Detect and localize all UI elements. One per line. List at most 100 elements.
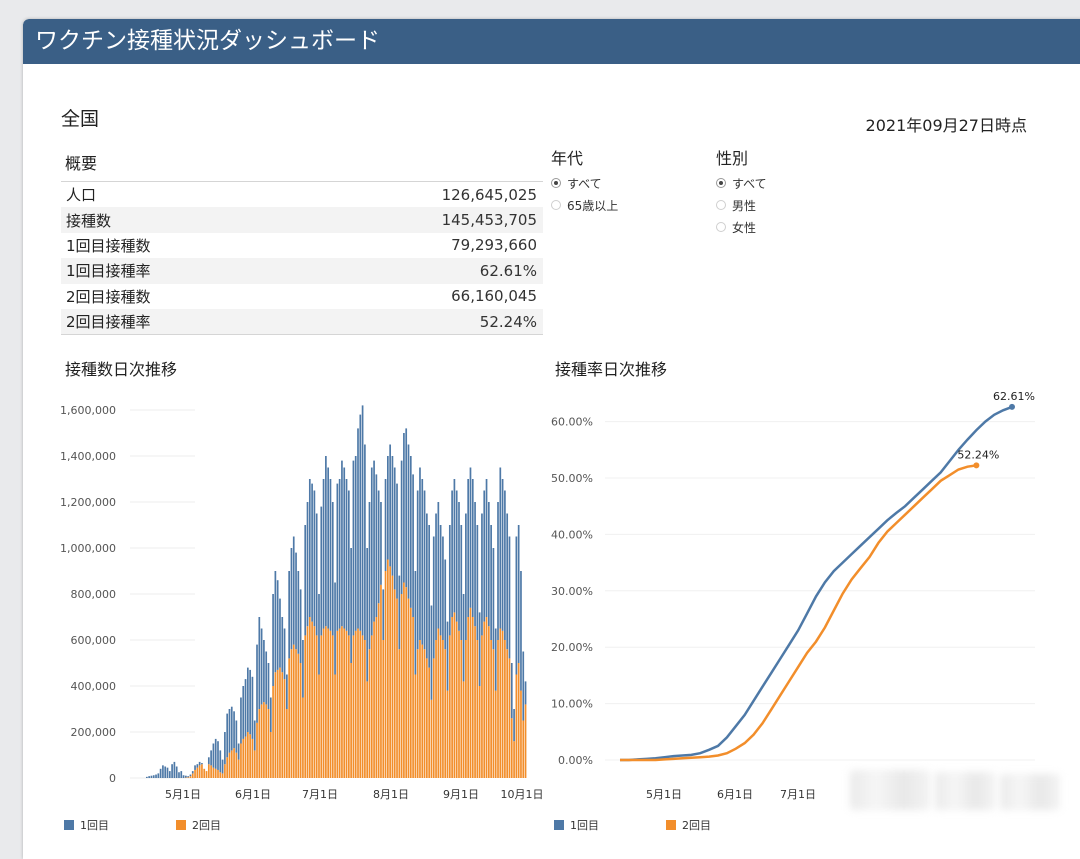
bar-legend-second: 2回目 <box>176 817 221 833</box>
bar-first-dose <box>355 456 357 631</box>
bar-second-dose <box>417 649 419 778</box>
daily-rate-chart-title: 接種率日次推移 <box>555 356 667 380</box>
bar-first-dose <box>261 629 263 705</box>
radio-icon[interactable] <box>551 200 561 210</box>
bar-first-dose <box>263 640 265 702</box>
legend-swatch <box>666 820 676 830</box>
bar-second-dose <box>281 672 283 778</box>
bar-second-dose <box>229 753 231 778</box>
bar-first-dose <box>265 652 267 705</box>
bar-second-dose <box>231 750 233 778</box>
bar-second-dose <box>463 681 465 778</box>
bar-second-dose <box>525 704 527 778</box>
age-option-65plus[interactable]: 65歳以上 <box>551 194 618 216</box>
bar-second-dose <box>410 608 412 778</box>
bar-first-dose <box>426 514 428 659</box>
bar-second-dose <box>433 658 435 778</box>
bar-second-dose <box>415 675 417 779</box>
bar-first-dose <box>297 571 299 654</box>
bar-first-dose <box>348 491 350 636</box>
bar-second-dose <box>405 587 407 778</box>
bar-first-dose <box>506 514 508 650</box>
y-tick-label: 1,600,000 <box>60 404 116 417</box>
bar-second-dose <box>210 765 212 778</box>
bar-second-dose <box>385 571 387 778</box>
bar-first-dose <box>217 741 219 770</box>
radio-icon[interactable] <box>716 222 726 232</box>
bar-second-dose <box>380 585 382 778</box>
bar-first-dose <box>410 456 412 608</box>
radio-icon[interactable] <box>716 200 726 210</box>
bar-first-dose <box>180 771 182 778</box>
bar-second-dose <box>403 583 405 779</box>
radio-selected-icon[interactable] <box>716 178 726 188</box>
bar-first-dose <box>497 502 499 640</box>
bar-second-dose <box>226 757 228 778</box>
bar-first-dose <box>481 514 483 636</box>
bar-first-dose <box>291 548 293 649</box>
bar-second-dose <box>206 771 208 778</box>
bar-first-dose <box>210 750 212 765</box>
bar-second-dose <box>440 635 442 778</box>
bar-second-dose <box>467 617 469 778</box>
bar-first-dose <box>254 721 256 751</box>
bar-second-dose <box>261 704 263 778</box>
bar-first-dose <box>208 757 210 764</box>
bar-first-dose <box>369 502 371 649</box>
bar-first-dose <box>174 762 176 778</box>
bar-second-dose <box>382 640 384 778</box>
series-end-label: 52.24% <box>957 448 999 461</box>
bar-first-dose <box>323 479 325 629</box>
y-tick-label: 40.00% <box>551 528 593 541</box>
bar-first-dose <box>199 762 201 765</box>
bar-first-dose <box>477 525 479 640</box>
bar-first-dose <box>398 576 400 650</box>
x-tick-label: 9月1日 <box>443 788 479 800</box>
row-label: 1回目接種率 <box>61 258 288 283</box>
bar-first-dose <box>504 491 506 641</box>
sex-option-female[interactable]: 女性 <box>716 216 767 238</box>
bar-second-dose <box>288 658 290 778</box>
y-tick-label: 400,000 <box>71 680 117 693</box>
bar-first-dose <box>389 445 391 567</box>
bar-first-dose <box>366 548 368 681</box>
bar-second-dose <box>327 629 329 779</box>
bar-second-dose <box>511 718 513 778</box>
bar-first-dose <box>325 456 327 626</box>
sex-option-all[interactable]: すべて <box>716 172 767 194</box>
bar-first-dose <box>148 776 150 778</box>
bar-second-dose <box>493 649 495 778</box>
y-tick-label: 0.00% <box>558 754 593 767</box>
age-option-all[interactable]: すべて <box>551 172 618 194</box>
bar-second-dose <box>242 739 244 778</box>
bar-first-dose <box>293 537 295 645</box>
bar-second-dose <box>362 635 364 778</box>
bar-first-dose <box>486 479 488 617</box>
bar-first-dose <box>288 571 290 658</box>
bar-second-dose <box>454 612 456 778</box>
bar-second-dose <box>516 675 518 779</box>
bar-first-dose <box>219 750 221 772</box>
bar-second-dose <box>252 739 254 778</box>
bar-first-dose <box>231 707 233 751</box>
radio-selected-icon[interactable] <box>551 178 561 188</box>
bar-second-dose <box>199 765 201 778</box>
bar-second-dose <box>483 622 485 778</box>
bar-second-dose <box>371 635 373 778</box>
bar-second-dose <box>451 617 453 778</box>
bar-second-dose <box>291 649 293 778</box>
sex-option-male[interactable]: 男性 <box>716 194 767 216</box>
bar-first-dose <box>300 589 302 663</box>
x-tick-label: 7月1日 <box>302 788 338 800</box>
bar-first-dose <box>279 599 281 668</box>
bar-first-dose <box>380 502 382 585</box>
bar-second-dose <box>277 670 279 778</box>
bar-second-dose <box>357 629 359 779</box>
y-tick-label: 1,000,000 <box>60 542 116 555</box>
row-value: 145,453,705 <box>288 207 543 232</box>
bar-second-dose <box>373 622 375 778</box>
legend-swatch <box>176 820 186 830</box>
